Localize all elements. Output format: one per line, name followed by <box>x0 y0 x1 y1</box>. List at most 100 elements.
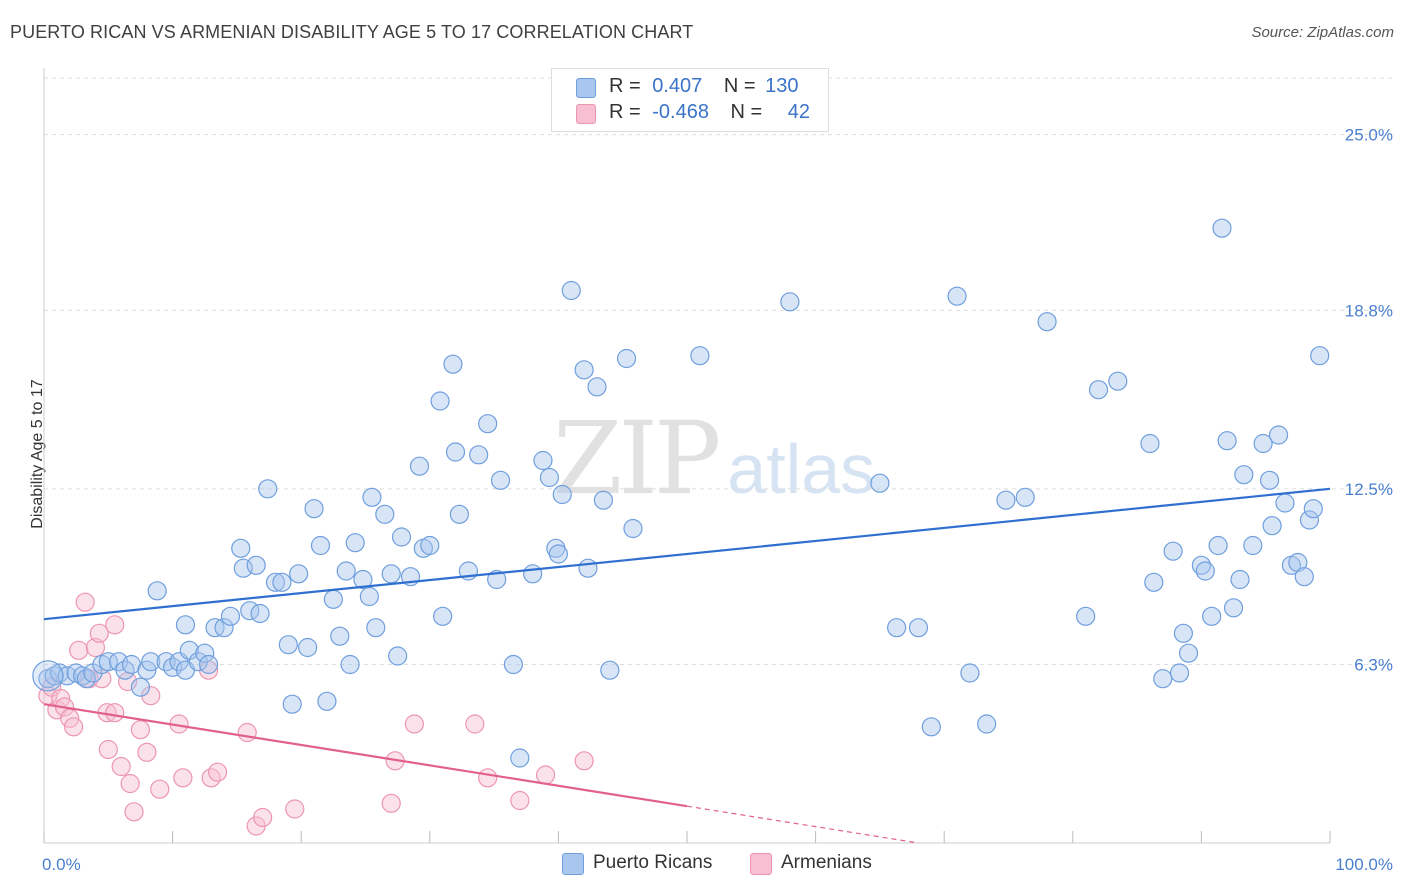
puerto-ricans-point <box>1173 623 1193 643</box>
armenians-point <box>63 717 84 737</box>
legend-r-value: -0.468 <box>652 101 709 123</box>
puerto-ricans-point <box>250 603 270 624</box>
bottom-legend-swatch-pink <box>750 853 772 875</box>
stats-legend: R = 0.407 N = 130 R = -0.468 N = 42 <box>551 68 829 132</box>
legend-r-value: 0.407 <box>652 75 703 97</box>
puerto-ricans-point <box>600 660 620 680</box>
puerto-ricans-point <box>345 533 365 553</box>
puerto-ricans-point <box>362 487 382 507</box>
puerto-ricans-point <box>490 470 511 490</box>
y-tick-label: 25.0% <box>1345 126 1393 145</box>
puerto-ricans-point <box>1268 425 1289 445</box>
puerto-ricans-point <box>1310 346 1330 366</box>
legend-swatch-pink <box>576 104 596 124</box>
puerto-ricans-point <box>443 354 463 374</box>
source-label: Source: ZipAtlas.com <box>1251 24 1394 41</box>
puerto-ricans-point <box>1253 433 1273 454</box>
puerto-ricans-point <box>1195 561 1215 581</box>
puerto-ricans-point <box>375 504 395 524</box>
puerto-ricans-point <box>1140 433 1160 454</box>
puerto-ricans-point <box>141 652 161 672</box>
puerto-ricans-point <box>623 518 643 539</box>
puerto-ricans-point <box>258 479 278 499</box>
armenians-trend-line <box>43 703 688 808</box>
puerto-ricans-point <box>1015 487 1035 507</box>
puerto-ricans-point <box>353 569 373 590</box>
puerto-ricans-point <box>340 654 360 675</box>
puerto-ricans-point <box>175 615 196 635</box>
puerto-ricans-point <box>1275 493 1295 513</box>
armenians-trend-extension <box>686 805 919 844</box>
puerto-ricans-point <box>430 391 450 411</box>
puerto-ricans-point <box>220 606 241 626</box>
armenians-point <box>510 790 530 811</box>
puerto-ricans-point <box>282 694 302 714</box>
puerto-ricans-point <box>539 467 559 488</box>
puerto-ricans-point <box>265 572 286 592</box>
armenians-point <box>150 779 170 799</box>
armenians-point <box>75 592 95 612</box>
x-tick-label-min: 0.0% <box>42 855 81 874</box>
puerto-ricans-point <box>231 538 251 558</box>
puerto-ricans-point <box>578 558 598 578</box>
bottom-legend-label: Armenians <box>781 852 872 873</box>
armenians-point <box>111 756 131 777</box>
puerto-ricans-point <box>1259 470 1280 490</box>
puerto-ricans-point <box>1163 541 1183 561</box>
puerto-ricans-point <box>323 589 343 609</box>
puerto-ricans-point <box>1303 499 1323 519</box>
armenians-point <box>237 722 257 743</box>
puerto-ricans-point <box>289 564 309 584</box>
puerto-ricans-point <box>478 414 498 434</box>
puerto-ricans-point <box>366 618 386 638</box>
puerto-ricans-point <box>908 618 929 638</box>
armenians-point <box>478 768 498 788</box>
axes <box>43 68 1331 844</box>
puerto-ricans-point <box>409 456 430 476</box>
armenians-point <box>404 714 424 734</box>
bottom-legend-swatch-blue <box>562 853 584 875</box>
armenians-point <box>105 615 125 635</box>
armenians-point <box>285 799 305 819</box>
puerto-ricans-point <box>503 654 523 675</box>
legend-swatch-blue <box>576 78 596 98</box>
puerto-ricans-point <box>1299 510 1320 530</box>
puerto-ricans-point <box>420 535 440 556</box>
puerto-ricans-point <box>359 586 379 607</box>
puerto-ricans-point <box>1234 465 1254 485</box>
puerto-ricans-point <box>195 643 215 663</box>
puerto-ricans-point <box>947 286 967 306</box>
puerto-ricans-point <box>548 544 569 564</box>
puerto-ricans-point <box>780 292 800 312</box>
puerto-ricans-point <box>330 626 350 646</box>
puerto-ricans-point <box>1108 371 1128 391</box>
puerto-ricans-point <box>1202 606 1222 626</box>
puerto-ricans-point <box>214 618 234 638</box>
armenians-point <box>381 793 401 813</box>
puerto-ricans-point <box>246 555 266 575</box>
puerto-ricans-trend-line <box>43 487 1331 621</box>
puerto-ricans-point <box>487 569 507 590</box>
puerto-ricans-point <box>98 652 118 672</box>
puerto-ricans-point <box>587 377 607 397</box>
x-tick-labels: 0.0% 100.0% <box>42 855 1393 874</box>
puerto-ricans-point <box>1230 569 1250 590</box>
puerto-ricans-point <box>1076 606 1096 626</box>
puerto-ricans-point <box>1037 312 1057 332</box>
puerto-ricans-cluster-point <box>32 660 64 692</box>
legend-r-label: R = <box>609 75 641 97</box>
puerto-ricans-point <box>388 646 408 666</box>
puerto-ricans-points <box>32 218 1330 768</box>
puerto-ricans-point <box>272 572 292 592</box>
armenians-point <box>98 739 118 760</box>
puerto-ricans-point <box>510 748 530 768</box>
legend-n-value: 130 <box>765 75 799 97</box>
puerto-ricans-point <box>449 504 469 524</box>
puerto-ricans-point <box>1144 572 1164 592</box>
armenians-points <box>38 592 594 836</box>
puerto-ricans-point <box>574 360 594 380</box>
puerto-ricans-point <box>1243 535 1263 556</box>
puerto-ricans-point <box>977 714 997 734</box>
puerto-ricans-point <box>1212 218 1232 238</box>
puerto-ricans-point <box>310 535 331 556</box>
